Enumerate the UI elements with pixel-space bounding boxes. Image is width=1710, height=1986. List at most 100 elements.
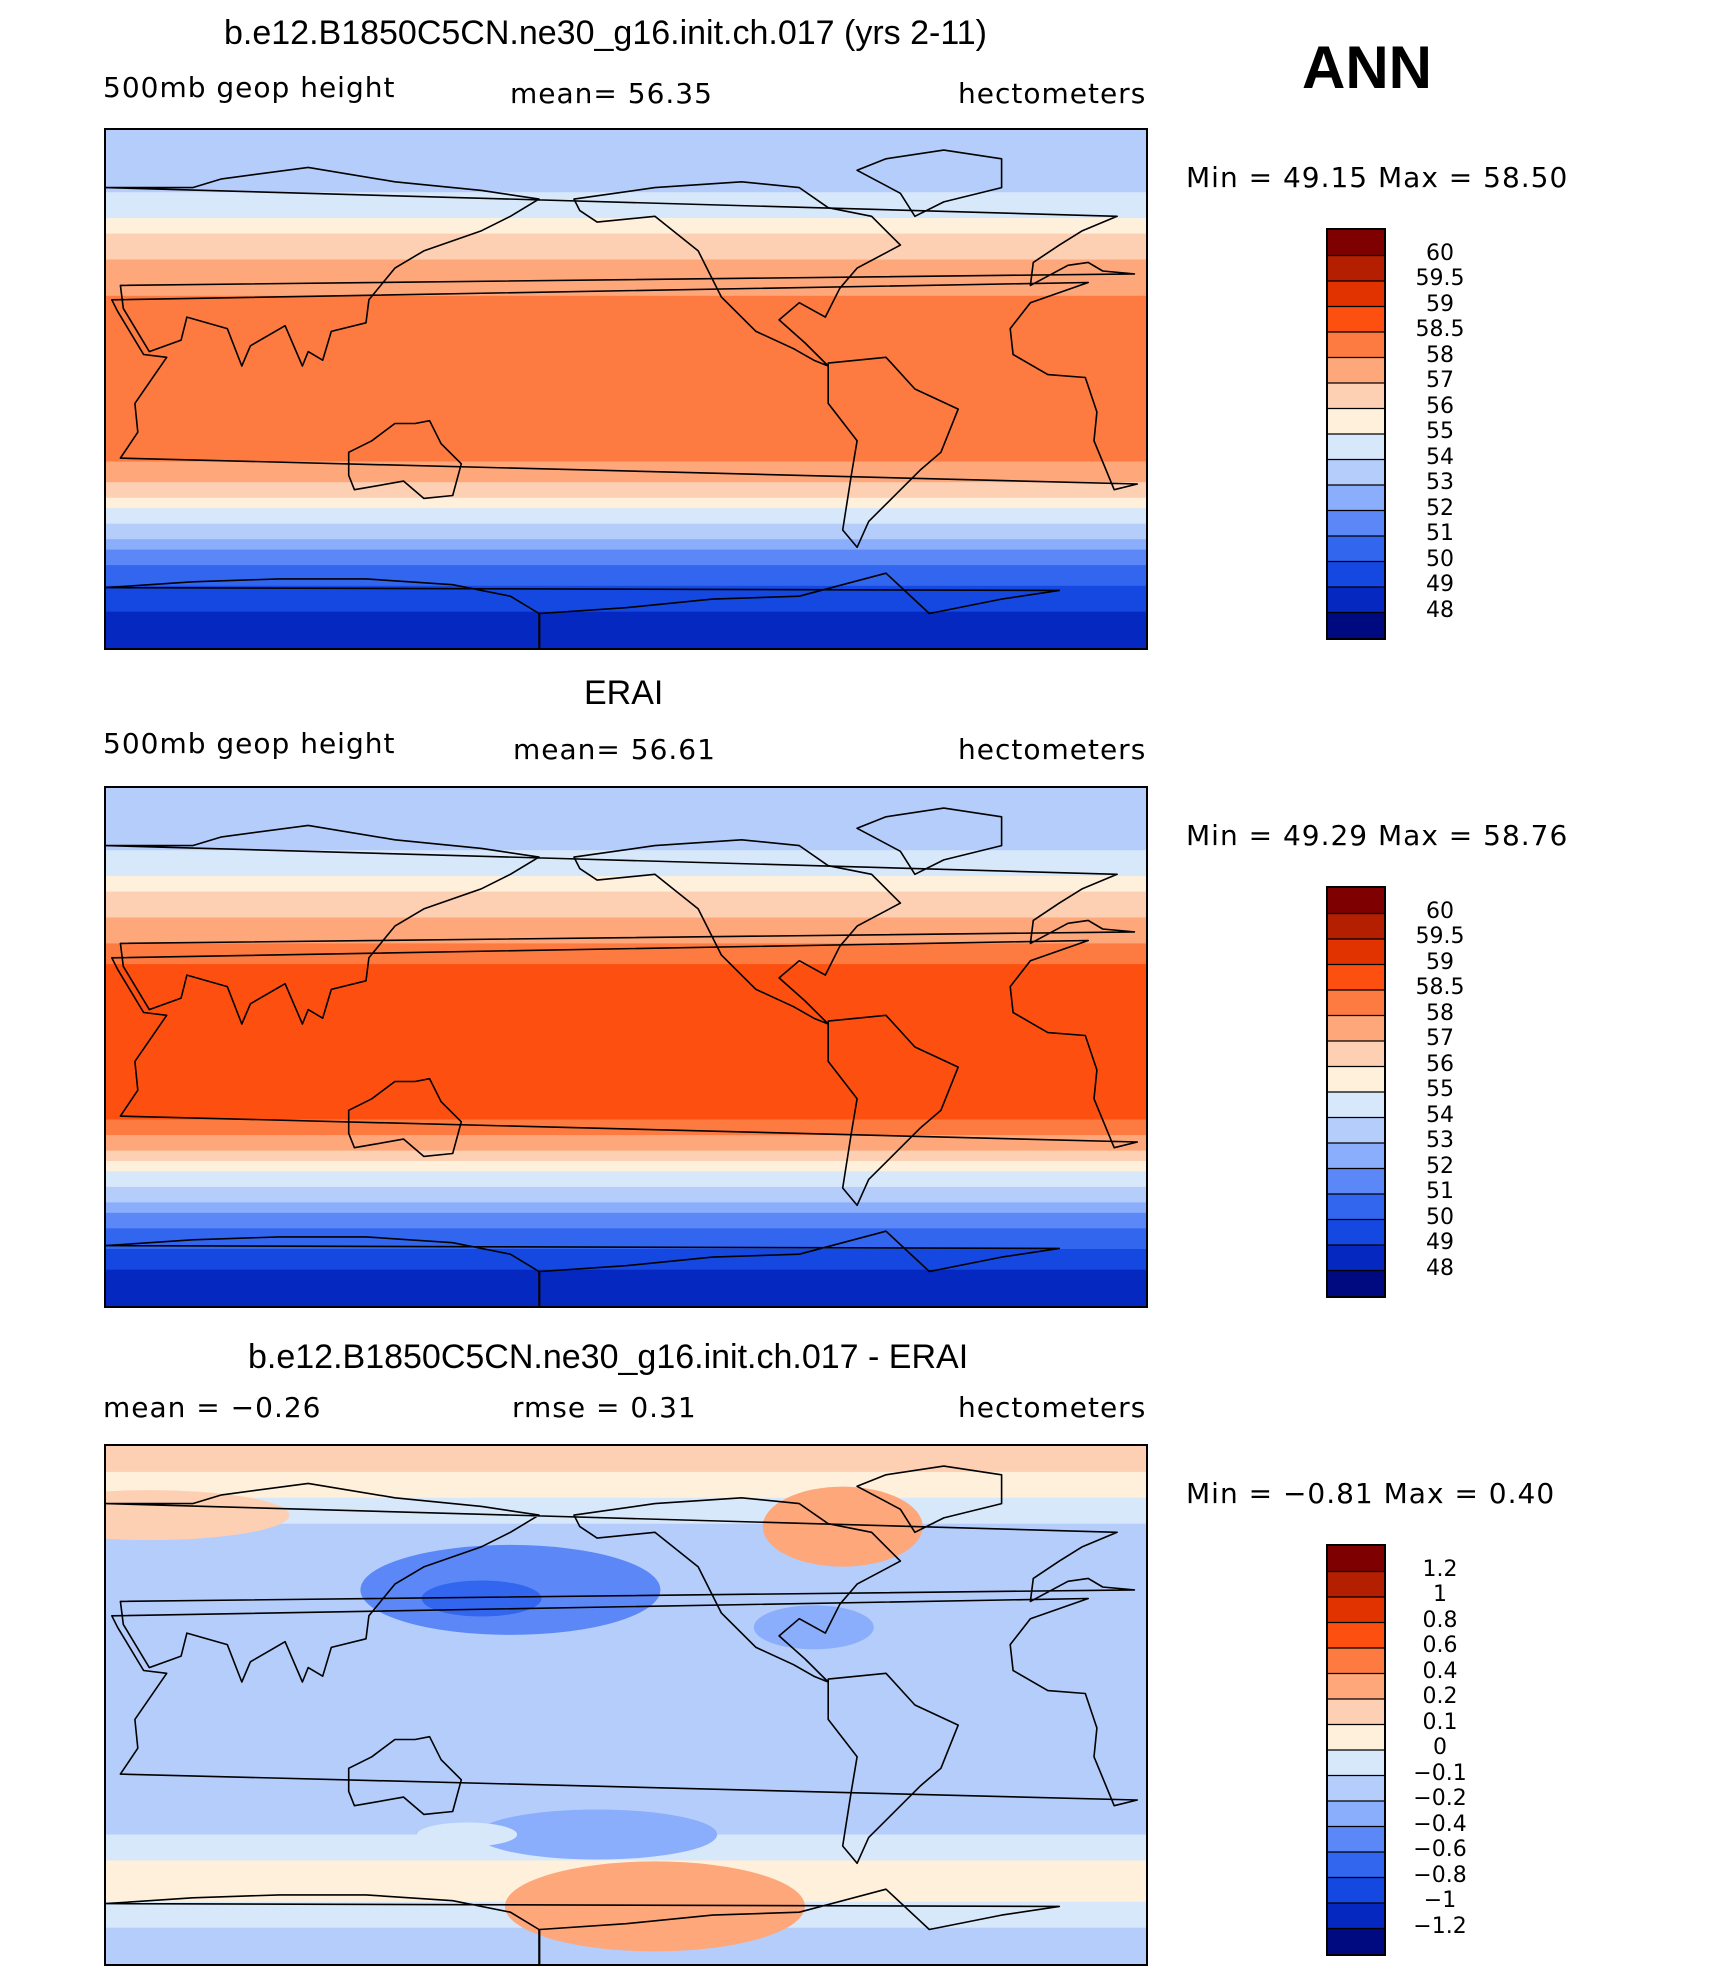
coastline-africa (111, 1597, 1139, 1807)
map-band (106, 788, 1146, 851)
minmax-label-obs: Min = 49.29 Max = 58.76 (1186, 819, 1569, 852)
colorbar-swatch (1328, 1546, 1384, 1572)
colorbar-swatch (1328, 1041, 1384, 1067)
colorbar-tick-label: −0.4 (1413, 1811, 1467, 1837)
map-band (106, 1269, 1146, 1306)
map-band (106, 523, 1146, 540)
coastline-antarctica (106, 572, 1061, 648)
coastline-eurasia (106, 824, 1136, 1025)
map-band (106, 1212, 1146, 1229)
colorbar-swatch (1328, 587, 1384, 613)
map-band (106, 1150, 1146, 1162)
colorbar-tick-label: 0.1 (1422, 1709, 1458, 1735)
panel-mean-label-model: mean= 56.35 (510, 77, 713, 110)
colorbar-tick-label: 60 (1426, 240, 1454, 266)
map-svg-model (106, 130, 1146, 648)
map-anomaly-region (421, 1580, 542, 1617)
colorbar-tick-label: 1.2 (1422, 1556, 1458, 1582)
colorbar-tick-label: −0.6 (1413, 1837, 1467, 1862)
colorbar-tick-label: 49 (1426, 572, 1454, 597)
panel-title-diff: b.e12.B1850C5CN.ne30_g16.init.ch.017 - E… (248, 1338, 969, 1376)
colorbar-tick-label: 58.5 (1415, 975, 1465, 1000)
colorbar-tick-label: 58.5 (1415, 317, 1465, 342)
season-label: ANN (1302, 34, 1432, 101)
map-band (106, 218, 1146, 235)
colorbar-swatch (1328, 1724, 1384, 1751)
map-band (106, 311, 1146, 462)
minmax-label-diff: Min = −0.81 Max = 0.40 (1186, 1477, 1556, 1510)
colorbar-swatch (1328, 281, 1384, 307)
colorbar-swatch (1328, 434, 1384, 460)
panel-units-model: hectometers (958, 77, 1147, 110)
colorbar-swatch (1328, 1015, 1384, 1042)
map-band (106, 1228, 1146, 1250)
colorbar-swatch (1328, 1622, 1384, 1649)
colorbar-tick-label: 0 (1433, 1735, 1447, 1760)
coastline-south-america (827, 1014, 959, 1207)
coastline-africa (111, 281, 1139, 491)
colorbar-swatch (1328, 1571, 1384, 1598)
colorbar-tick-label: 49 (1426, 1230, 1454, 1255)
map-band (106, 549, 1146, 566)
colorbar-swatch (1328, 1092, 1384, 1118)
minmax-label-model: Min = 49.15 Max = 58.50 (1186, 161, 1569, 194)
map-band (106, 565, 1146, 587)
map-panel-diff (104, 1444, 1148, 1966)
colorbar-tick-label: 58 (1426, 1000, 1454, 1026)
coastline-antarctica (106, 1888, 1061, 1964)
colorbar-swatch (1328, 913, 1384, 940)
coastline-greenland (856, 149, 1003, 218)
map-band (106, 943, 1146, 965)
colorbar-diff (1326, 1544, 1386, 1956)
coastline-eurasia (106, 166, 1136, 367)
colorbar-tick-label: 59 (1426, 291, 1454, 317)
colorbar-tick-label: 48 (1426, 597, 1454, 623)
colorbar-swatch (1328, 1775, 1384, 1802)
colorbar-tick-label: 52 (1426, 1153, 1454, 1179)
colorbar-tick-label: 55 (1426, 419, 1454, 444)
colorbar-tick-label: 59.5 (1415, 924, 1465, 949)
colorbar-swatch (1328, 888, 1384, 914)
panel-mean-label-diff: mean = −0.26 (103, 1391, 322, 1424)
colorbar-swatch (1328, 1801, 1384, 1827)
panel-rmse-label-diff: rmse = 0.31 (512, 1391, 697, 1424)
panel-units-obs: hectometers (958, 733, 1147, 766)
map-band (106, 295, 1146, 312)
coastline-antarctica (106, 1230, 1061, 1306)
colorbar-tick-label: 56 (1426, 1051, 1454, 1077)
map-band (106, 611, 1146, 648)
panel-title-obs: ERAI (584, 674, 664, 712)
colorbar-swatch (1328, 536, 1384, 562)
colorbar-tick-label: 51 (1426, 521, 1454, 546)
colorbar-tick-label: 57 (1426, 1026, 1454, 1051)
colorbar-tick-label: −1.2 (1413, 1913, 1467, 1939)
map-anomaly-region (417, 1822, 518, 1847)
colorbar-tick-label: 56 (1426, 393, 1454, 419)
colorbar-swatch (1328, 1877, 1384, 1904)
colorbar-tick-label: 58 (1426, 342, 1454, 368)
colorbar-swatch (1328, 1826, 1384, 1853)
colorbar-swatch (1328, 485, 1384, 511)
colorbar-swatch (1328, 1597, 1384, 1623)
map-band (106, 130, 1146, 193)
colorbar-swatch (1328, 1699, 1384, 1725)
coastline-south-america (827, 1672, 959, 1865)
colorbar-swatch (1328, 510, 1384, 537)
map-anomaly-region (477, 1809, 718, 1860)
colorbar-tick-label: 1 (1433, 1582, 1447, 1607)
colorbar-tick-label: 57 (1426, 368, 1454, 393)
colorbar-swatch (1328, 1648, 1384, 1674)
coastline-eurasia (106, 1482, 1136, 1683)
colorbar-swatch (1328, 230, 1384, 256)
colorbar-swatch (1328, 306, 1384, 333)
map-band (106, 1171, 1146, 1188)
map-band (106, 1135, 1146, 1152)
colorbar-tick-label: 60 (1426, 898, 1454, 924)
colorbar-swatch (1328, 357, 1384, 384)
colorbar-swatch (1328, 255, 1384, 282)
map-band (106, 1186, 1146, 1203)
colorbar-swatch (1328, 612, 1384, 638)
colorbar-tick-label: 53 (1426, 1128, 1454, 1153)
colorbar-swatch (1328, 1928, 1384, 1954)
